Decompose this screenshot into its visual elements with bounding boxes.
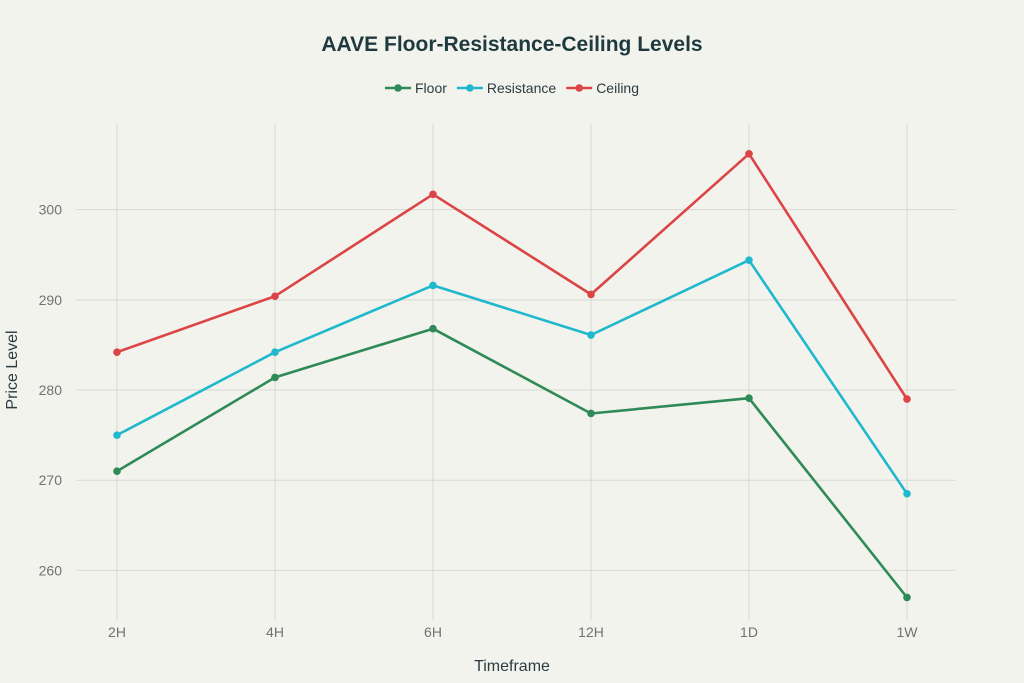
- legend-item-ceiling[interactable]: Ceiling: [566, 80, 639, 96]
- data-point-resistance[interactable]: [745, 256, 753, 264]
- data-point-resistance[interactable]: [113, 431, 121, 439]
- x-tick-label: 1D: [740, 624, 758, 640]
- y-tick-label: 280: [39, 382, 63, 398]
- data-point-ceiling[interactable]: [271, 292, 279, 301]
- data-point-floor[interactable]: [271, 373, 279, 382]
- y-tick-label: 260: [39, 562, 63, 578]
- series-resistance: [113, 256, 911, 498]
- legend-label: Resistance: [487, 80, 556, 96]
- legend-swatch-marker: [394, 84, 402, 92]
- data-point-ceiling[interactable]: [113, 348, 121, 356]
- x-axis-ticks: 2H 4H 6H 12H 1D 1W: [108, 624, 918, 640]
- series-line-ceiling: [116, 152, 909, 400]
- y-axis-ticks: 260 270 280 290 300: [39, 202, 63, 579]
- series-line-resistance: [116, 258, 909, 495]
- legend-swatch-marker: [466, 84, 474, 92]
- data-point-floor[interactable]: [429, 324, 437, 333]
- grid: [76, 124, 956, 620]
- legend-item-floor[interactable]: Floor: [385, 80, 447, 96]
- data-point-ceiling[interactable]: [745, 149, 753, 158]
- x-tick-label: 6H: [424, 624, 442, 640]
- series-floor: [113, 324, 911, 602]
- x-tick-label: 1W: [897, 624, 919, 640]
- data-point-resistance[interactable]: [429, 281, 437, 290]
- y-axis-title: Price Level: [4, 330, 21, 409]
- legend-item-resistance[interactable]: Resistance: [456, 80, 556, 96]
- legend: Floor Resistance Ceiling: [385, 80, 639, 96]
- data-point-resistance[interactable]: [903, 489, 911, 498]
- data-point-floor[interactable]: [587, 409, 595, 418]
- series-group: [113, 149, 911, 602]
- data-point-floor[interactable]: [113, 467, 121, 476]
- data-point-resistance[interactable]: [587, 331, 595, 339]
- legend-swatch-marker: [575, 84, 583, 92]
- data-point-ceiling[interactable]: [587, 290, 595, 299]
- x-tick-label: 2H: [108, 624, 126, 640]
- y-tick-label: 290: [39, 292, 63, 308]
- series-ceiling: [113, 149, 911, 403]
- data-point-ceiling[interactable]: [903, 395, 911, 403]
- x-axis-title: Timeframe: [474, 658, 550, 675]
- chart-title: AAVE Floor-Resistance-Ceiling Levels: [321, 33, 702, 56]
- x-tick-label: 12H: [578, 624, 604, 640]
- x-tick-label: 4H: [266, 624, 284, 640]
- y-tick-label: 300: [39, 202, 63, 218]
- legend-label: Floor: [415, 80, 447, 96]
- data-point-resistance[interactable]: [271, 348, 279, 356]
- data-point-floor[interactable]: [745, 394, 753, 402]
- data-point-floor[interactable]: [903, 593, 911, 602]
- data-point-ceiling[interactable]: [429, 190, 437, 199]
- series-line-floor: [116, 327, 909, 599]
- legend-label: Ceiling: [596, 80, 639, 96]
- y-tick-label: 270: [39, 472, 63, 488]
